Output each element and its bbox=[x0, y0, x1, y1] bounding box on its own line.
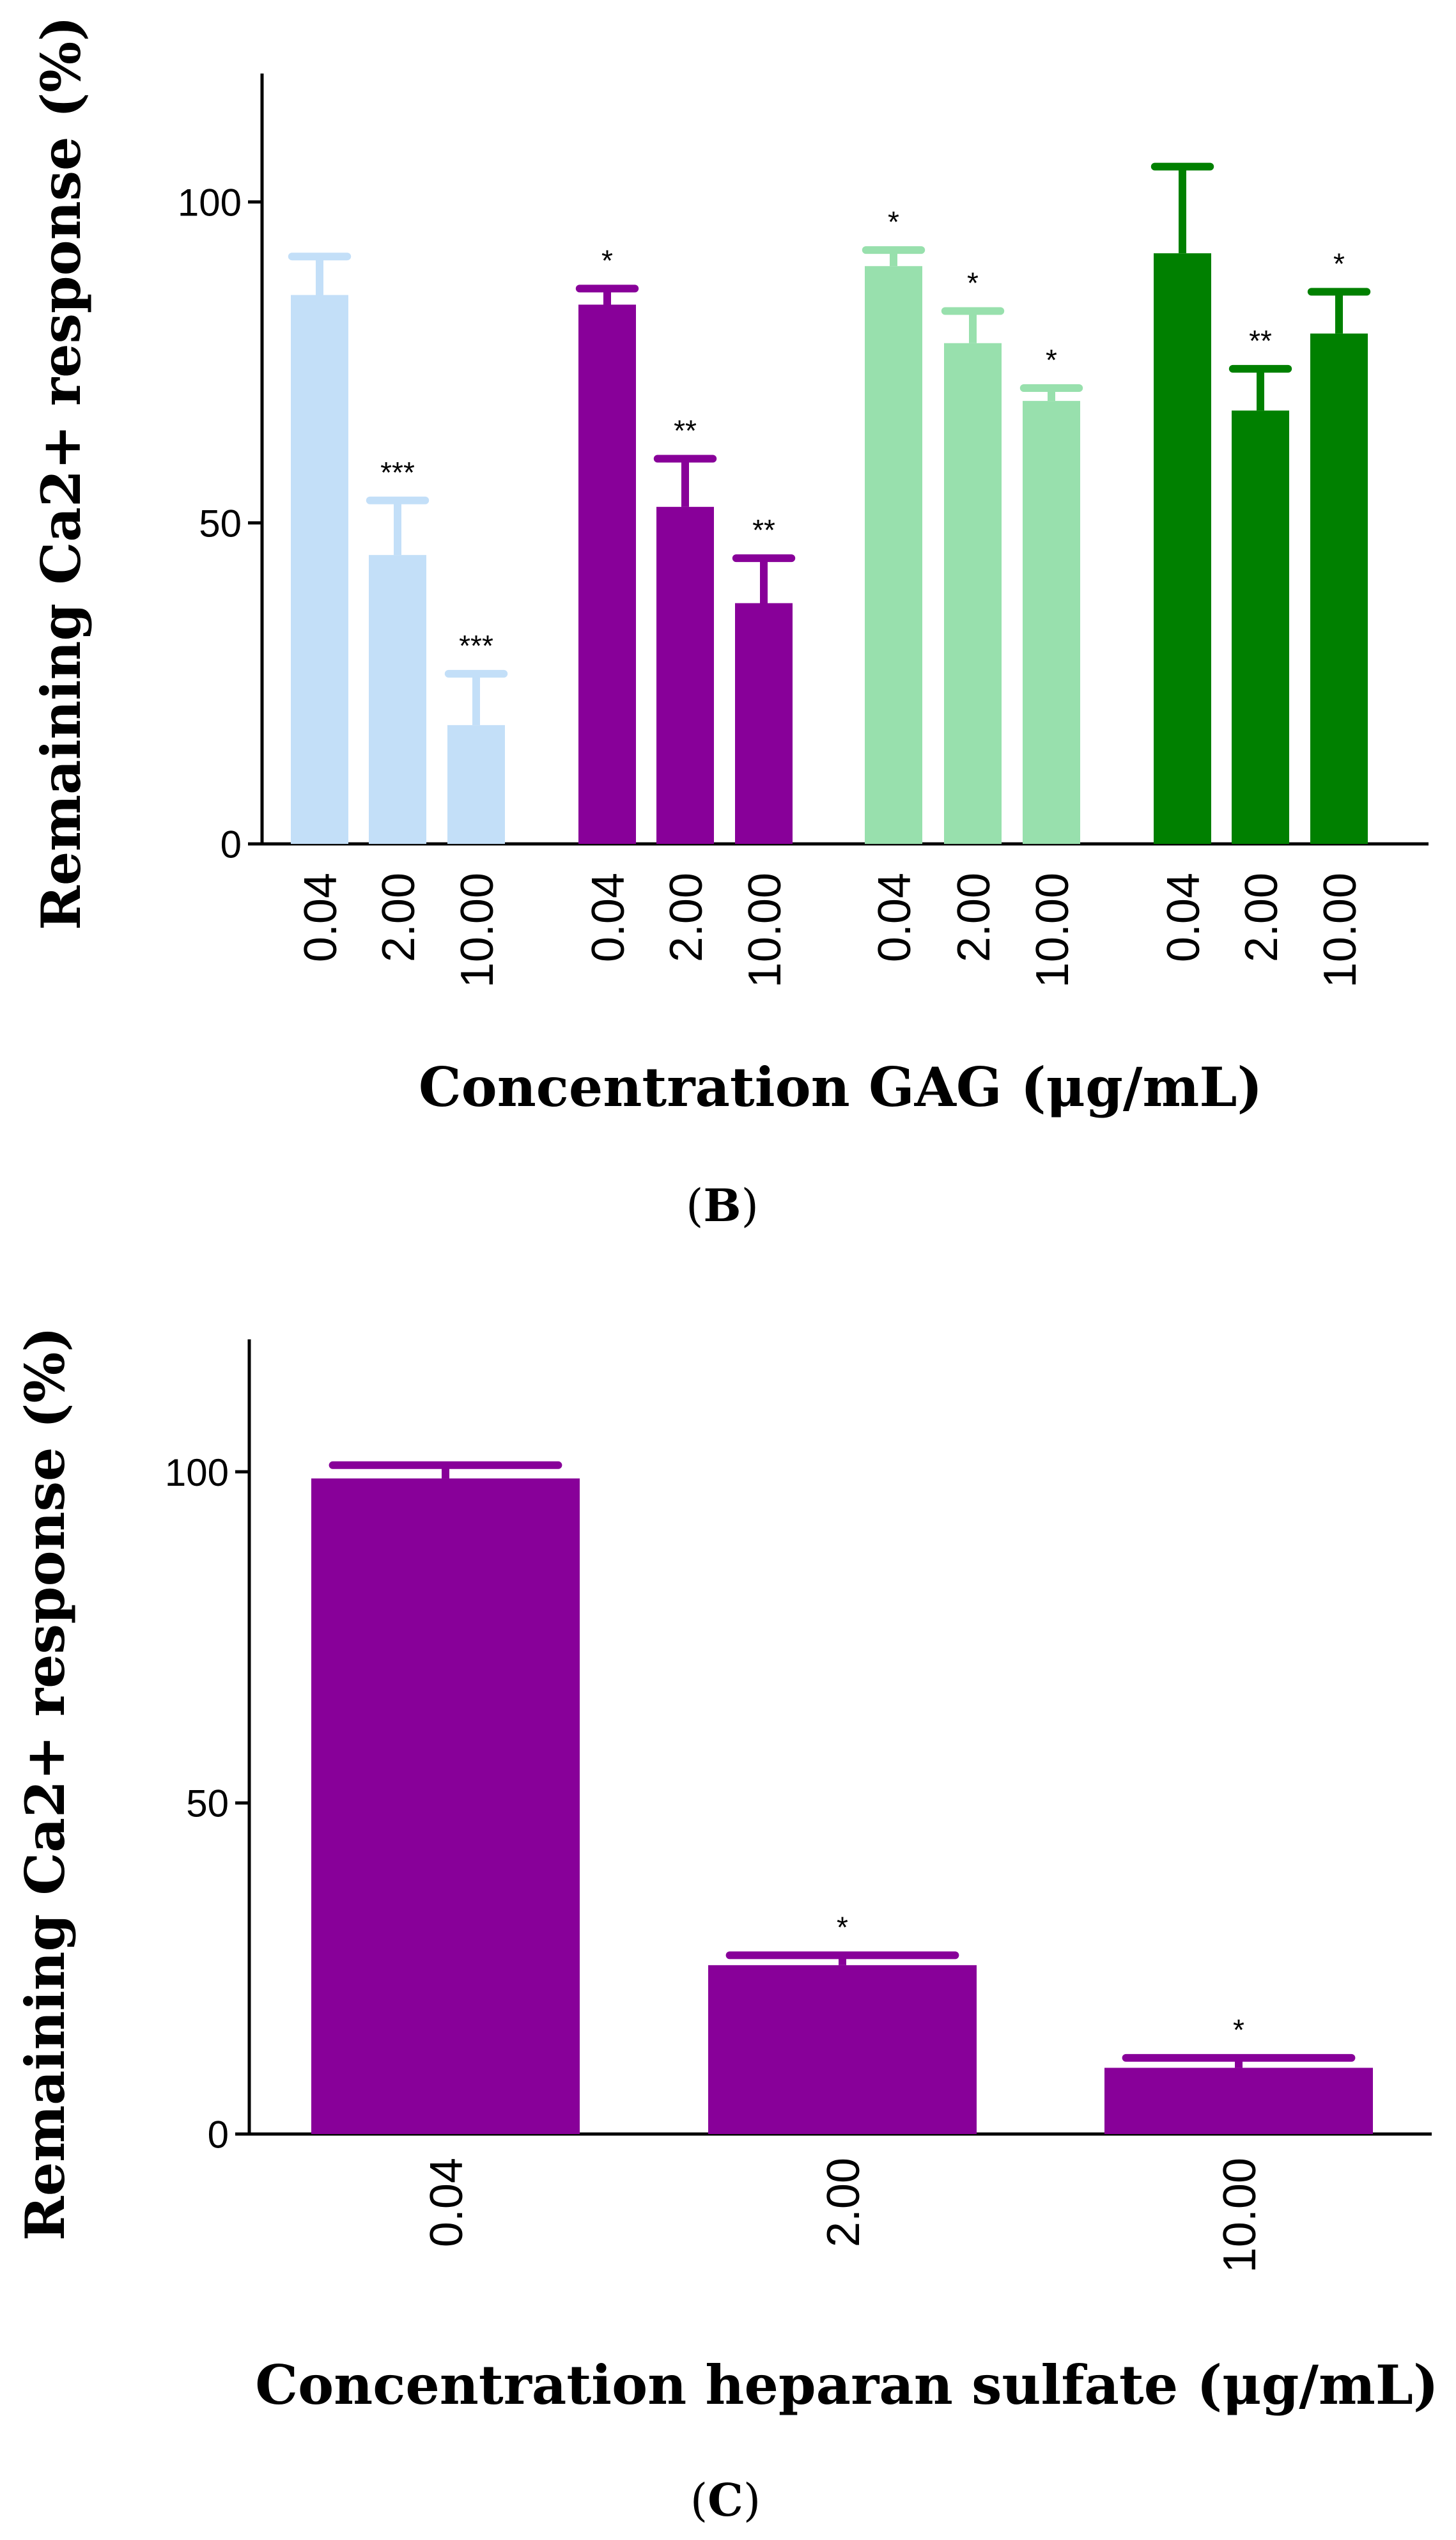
y-tick-label-b-0: 0 bbox=[221, 823, 242, 866]
significance-b-2-2: * bbox=[1046, 343, 1057, 377]
bar-b-2-0 bbox=[865, 266, 922, 844]
significance-b-3-1: ** bbox=[1249, 324, 1272, 357]
panel-label-b: (B) bbox=[686, 1179, 759, 1232]
x-axis-title-c: Concentration heparan sulfate (μg/mL) bbox=[255, 2353, 1439, 2417]
bar-b-3-0 bbox=[1154, 253, 1211, 845]
x-tick-label-b-2-0: 0.04 bbox=[869, 873, 920, 962]
significance-b-1-1: ** bbox=[674, 414, 697, 448]
bar-c-0-1 bbox=[708, 1965, 977, 2134]
bar-b-0-1 bbox=[369, 555, 426, 844]
plot-area-b: 0501000.04***2.00***10.00*0.04**2.00**10… bbox=[178, 74, 1429, 988]
y-tick-label-b-100: 100 bbox=[178, 181, 242, 224]
bar-b-3-1 bbox=[1232, 410, 1289, 844]
bar-b-0-2 bbox=[447, 725, 505, 844]
bar-b-3-2 bbox=[1310, 333, 1368, 844]
significance-b-0-1: *** bbox=[380, 456, 415, 489]
bar-b-1-2 bbox=[735, 603, 793, 844]
significance-b-2-1: * bbox=[967, 267, 979, 300]
y-axis-title-c: Remaining Ca2+ response (%) bbox=[13, 1327, 77, 2241]
significance-c-0-1: * bbox=[837, 1910, 848, 1944]
bar-b-1-0 bbox=[578, 304, 636, 844]
bar-c-0-2 bbox=[1104, 2068, 1373, 2134]
x-tick-label-b-3-0: 0.04 bbox=[1158, 873, 1209, 962]
bar-b-0-0 bbox=[291, 295, 348, 844]
x-tick-label-b-1-0: 0.04 bbox=[583, 873, 634, 962]
bar-b-1-1 bbox=[656, 506, 714, 844]
y-axis-title-b: Remaining Ca2+ response (%) bbox=[29, 16, 93, 930]
x-tick-label-b-0-2: 10.00 bbox=[452, 873, 503, 988]
bar-b-2-1 bbox=[944, 343, 1002, 844]
x-tick-label-b-3-1: 2.00 bbox=[1236, 873, 1287, 962]
x-tick-label-b-2-1: 2.00 bbox=[949, 873, 1000, 962]
x-axis-title-b: Concentration GAG (μg/mL) bbox=[419, 1056, 1262, 1119]
x-tick-label-c-0-1: 2.00 bbox=[818, 2158, 869, 2247]
x-tick-label-b-2-2: 10.00 bbox=[1027, 873, 1078, 988]
x-tick-label-b-3-2: 10.00 bbox=[1315, 873, 1366, 988]
significance-b-1-2: ** bbox=[752, 513, 775, 547]
significance-b-2-0: * bbox=[888, 205, 899, 238]
significance-c-0-2: * bbox=[1233, 2013, 1244, 2046]
bar-c-0-0 bbox=[311, 1478, 580, 2134]
bar-b-2-2 bbox=[1023, 401, 1080, 844]
x-tick-label-b-1-1: 2.00 bbox=[661, 873, 712, 962]
significance-b-3-2: * bbox=[1333, 247, 1345, 280]
y-tick-label-c-50: 50 bbox=[186, 1782, 229, 1825]
x-tick-label-b-0-1: 2.00 bbox=[373, 873, 424, 962]
chart-panel-b: Remaining Ca2+ response (%) 0501000.04**… bbox=[29, 16, 1429, 1232]
plot-area-c: 0 50 100 0.04 * 2.00 * 10.00 bbox=[165, 1339, 1432, 2273]
significance-b-1-0: * bbox=[601, 244, 613, 277]
y-tick-label-c-0: 0 bbox=[208, 2114, 229, 2156]
x-tick-label-c-0-2: 10.00 bbox=[1214, 2158, 1266, 2273]
y-tick-label-b-50: 50 bbox=[199, 503, 242, 545]
x-tick-label-b-0-0: 0.04 bbox=[295, 873, 346, 962]
x-tick-label-b-1-2: 10.00 bbox=[740, 873, 791, 988]
y-tick-label-c-100: 100 bbox=[165, 1451, 229, 1494]
significance-b-0-2: *** bbox=[459, 629, 493, 662]
chart-panel-c: Remaining Ca2+ response (%) 0 50 100 0.04 * 2… bbox=[13, 1327, 1439, 2527]
x-tick-label-c-0-0: 0.04 bbox=[421, 2158, 472, 2247]
panel-label-c: (C) bbox=[690, 2474, 761, 2527]
